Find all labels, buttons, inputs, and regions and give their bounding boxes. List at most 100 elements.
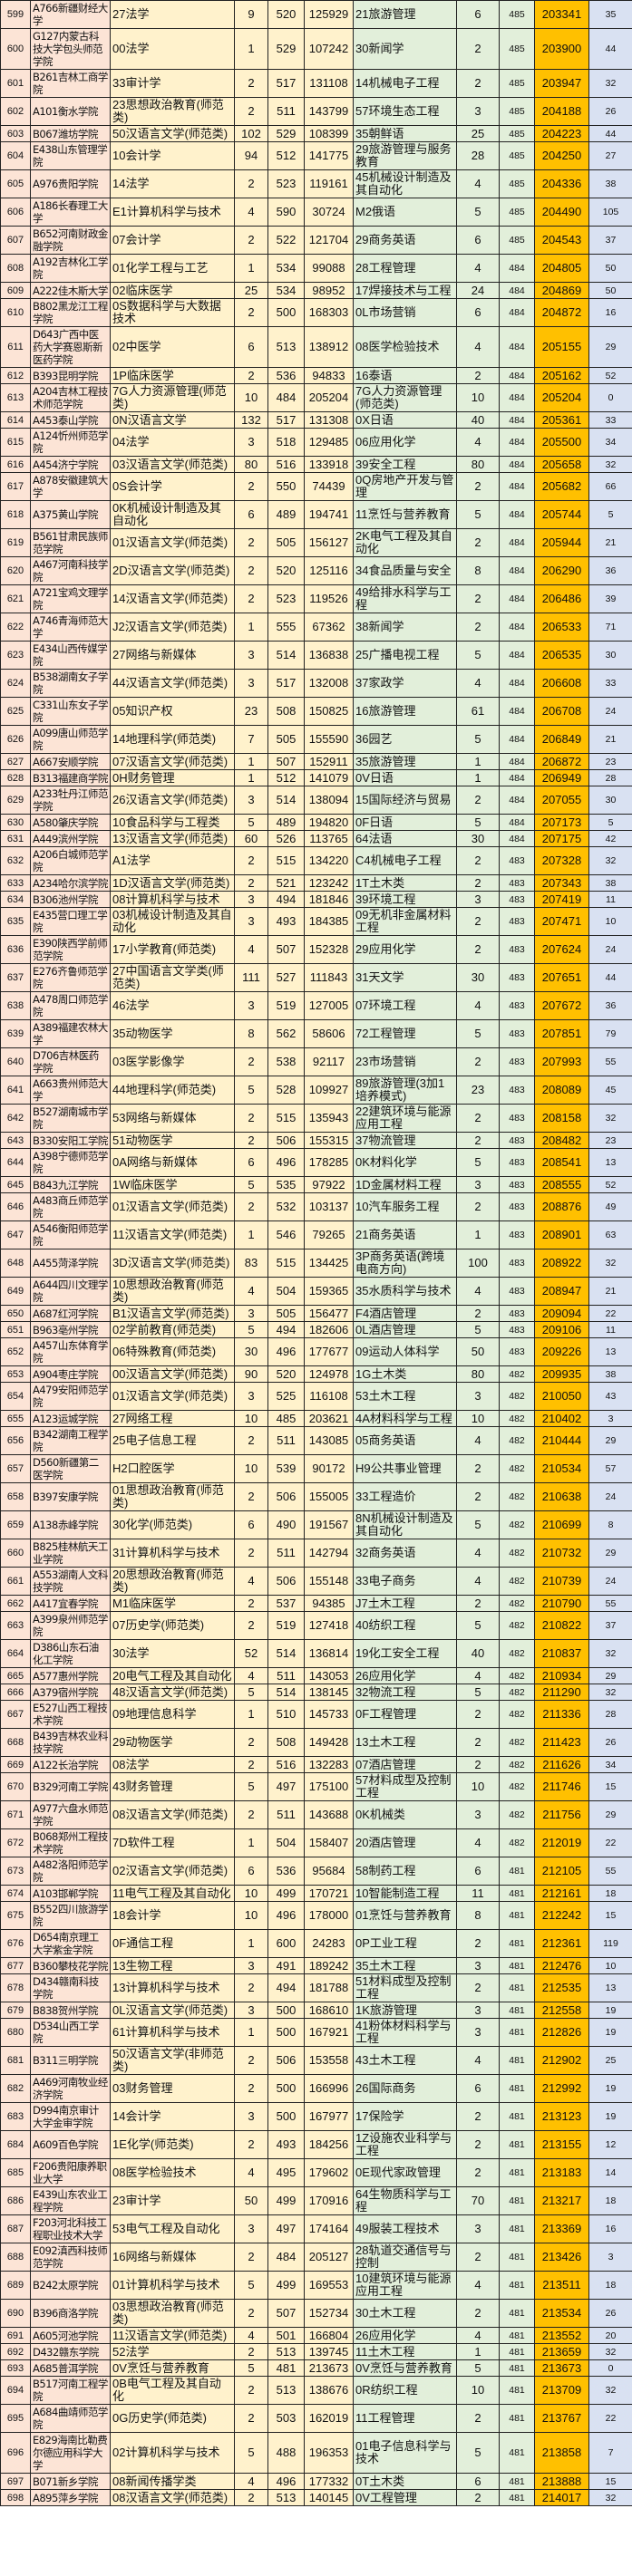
score-difference-cell: 23	[588, 753, 632, 770]
top-major-rank-cell: 127418	[304, 1611, 354, 1640]
bottom-major-quota-cell: 4	[456, 1426, 500, 1455]
school-name-cell: A186长春理工大学	[30, 198, 111, 227]
top-major-score-cell: 517	[267, 69, 305, 98]
bottom-major-quota-cell: 11	[456, 1885, 500, 1902]
bottom-major-quota-cell: 4	[456, 326, 500, 368]
table-row: 656 B342湖南工程学院 25电子信息工程 2 511 143085 05商务英语 4 48…	[0, 1426, 632, 1455]
score-difference-cell: 38	[588, 169, 632, 198]
top-major-score-cell: 507	[267, 2299, 305, 2328]
score-difference-cell: 11	[588, 1321, 632, 1338]
school-name-cell: B439吉林农业科技学院	[30, 1728, 111, 1757]
bottom-major-score-cell: 482	[499, 1800, 535, 1829]
bottom-major-rank-cell: 204872	[534, 298, 589, 327]
top-major-rank-cell: 170721	[304, 1885, 354, 1902]
table-row: 696 E829海南比勒费尔德应用科学大学 02计算机科学与技术 5 488 196353…	[0, 2432, 632, 2474]
score-difference-cell: 55	[588, 1047, 632, 1076]
bottom-major-score-cell: 485	[499, 0, 535, 29]
bottom-major-rank-cell: 204250	[534, 141, 589, 170]
top-major-score-cell: 521	[267, 874, 305, 892]
bottom-major-quota-cell: 3	[456, 1957, 500, 1974]
score-difference-cell: 55	[588, 1857, 632, 1886]
top-major-cell: 20电气工程及其自动化	[110, 1667, 235, 1684]
top-major-rank-cell: 94833	[304, 367, 354, 384]
bottom-major-quota-cell: 2	[456, 874, 500, 892]
bottom-major-cell: 29应用化学	[353, 935, 457, 964]
school-name-cell: B538湖南女子学院	[30, 669, 111, 698]
row-index-cell: 622	[0, 613, 31, 642]
top-major-rank-cell: 30724	[304, 198, 354, 227]
bottom-major-quota-cell: 2	[456, 2158, 500, 2187]
school-name-cell: B330安阳工学院	[30, 1132, 111, 1149]
top-major-score-cell: 518	[267, 428, 305, 457]
bottom-major-rank-cell: 211746	[534, 1772, 589, 1801]
row-index-cell: 679	[0, 2002, 31, 2019]
top-major-quota-cell: 80	[234, 456, 268, 473]
top-major-quota-cell: 2	[234, 556, 268, 585]
top-major-rank-cell: 213673	[304, 2359, 354, 2377]
school-name-cell: B329河南工学院	[30, 1772, 111, 1801]
bottom-major-score-cell: 481	[499, 2299, 535, 2328]
school-name-cell: E390陕西学前师范学院	[30, 935, 111, 964]
row-index-cell: 658	[0, 1482, 31, 1511]
bottom-major-quota-cell: 100	[456, 1249, 500, 1278]
table-row: 659 A138赤峰学院 30化学(师范类) 6 490 191567 8N机械设计制造及其…	[0, 1510, 632, 1539]
bottom-major-cell: M2俄语	[353, 198, 457, 227]
bottom-major-score-cell: 481	[499, 2359, 535, 2377]
bottom-major-quota-cell: 5	[456, 1148, 500, 1177]
bottom-major-cell: 0V烹饪与营养教育	[353, 2359, 457, 2377]
top-major-score-cell: 495	[267, 2158, 305, 2187]
school-name-cell: F203河北科技工程职业技术大学	[30, 2214, 111, 2243]
school-name-cell: A204吉林工程技术师范学院	[30, 383, 111, 412]
bottom-major-cell: 16泰语	[353, 367, 457, 384]
table-row: 668 B439吉林农业科技学院 29动物医学 2 508 149428 13土木工程 2 48…	[0, 1728, 632, 1757]
bottom-major-rank-cell: 210444	[534, 1426, 589, 1455]
top-major-rank-cell: 143053	[304, 1667, 354, 1684]
score-difference-cell: 29	[588, 1800, 632, 1829]
top-major-rank-cell: 138094	[304, 786, 354, 815]
row-index-cell: 689	[0, 2271, 31, 2300]
bottom-major-quota-cell: 4	[456, 1567, 500, 1596]
bottom-major-score-cell: 481	[499, 2243, 535, 2272]
table-row: 644 A398宁德师范学院 0A网络与新媒体 6 496 178285 0K材料化学 5 48…	[0, 1148, 632, 1177]
school-name-cell: E434山西传媒学院	[30, 641, 111, 670]
score-difference-cell: 44	[588, 125, 632, 142]
table-row: 698 A895萍乡学院 08汉语言文学(师范类) 2 513 140145 0V工程管理 2…	[0, 2489, 632, 2506]
row-index-cell: 671	[0, 1800, 31, 1829]
top-major-rank-cell: 168610	[304, 2002, 354, 2019]
top-major-cell: 0N汉语言文学	[110, 411, 235, 429]
score-difference-cell: 16	[588, 2214, 632, 2243]
top-major-rank-cell: 132008	[304, 669, 354, 698]
top-major-rank-cell: 152734	[304, 2299, 354, 2328]
bottom-major-rank-cell: 208089	[534, 1076, 589, 1105]
top-major-score-cell: 539	[267, 1454, 305, 1483]
bottom-major-rank-cell: 207651	[534, 963, 589, 992]
top-major-score-cell: 484	[267, 2243, 305, 2272]
bottom-major-rank-cell: 212242	[534, 1901, 589, 1930]
table-row: 674 A103邯郸学院 11电气工程及其自动化 10 499 170721 10智能制造工…	[0, 1885, 632, 1902]
row-index-cell: 620	[0, 556, 31, 585]
score-difference-cell: 39	[588, 584, 632, 613]
top-major-rank-cell: 175100	[304, 1772, 354, 1801]
bottom-major-cell: 0P工业工程	[353, 1929, 457, 1958]
top-major-quota-cell: 25	[234, 282, 268, 299]
top-major-score-cell: 550	[267, 472, 305, 501]
row-index-cell: 692	[0, 2343, 31, 2360]
table-row: 628 B313福建商学院 0H财务管理 1 512 141079 0V日语 1 484 2069…	[0, 769, 632, 786]
top-major-cell: 08法学	[110, 1756, 235, 1773]
bottom-major-rank-cell: 209226	[534, 1337, 589, 1366]
top-major-score-cell: 513	[267, 2376, 305, 2405]
bottom-major-rank-cell: 213183	[534, 2158, 589, 2187]
school-name-cell: A124忻州师范学院	[30, 428, 111, 457]
bottom-major-score-cell: 481	[499, 2018, 535, 2047]
table-row: 630 A580肇庆学院 10食品科学与工程类 5 489 194820 0F日语 5 484 2…	[0, 814, 632, 831]
bottom-major-quota-cell: 4	[456, 2327, 500, 2344]
bottom-major-rank-cell: 210739	[534, 1567, 589, 1596]
top-major-quota-cell: 3	[234, 907, 268, 936]
bottom-major-score-cell: 483	[499, 1321, 535, 1338]
bottom-major-cell: 28工程管理	[353, 254, 457, 283]
bottom-major-cell: 06应用化学	[353, 428, 457, 457]
bottom-major-score-cell: 484	[499, 725, 535, 754]
row-index-cell: 662	[0, 1595, 31, 1612]
score-difference-cell: 49	[588, 1192, 632, 1221]
top-major-cell: A1法学	[110, 846, 235, 875]
